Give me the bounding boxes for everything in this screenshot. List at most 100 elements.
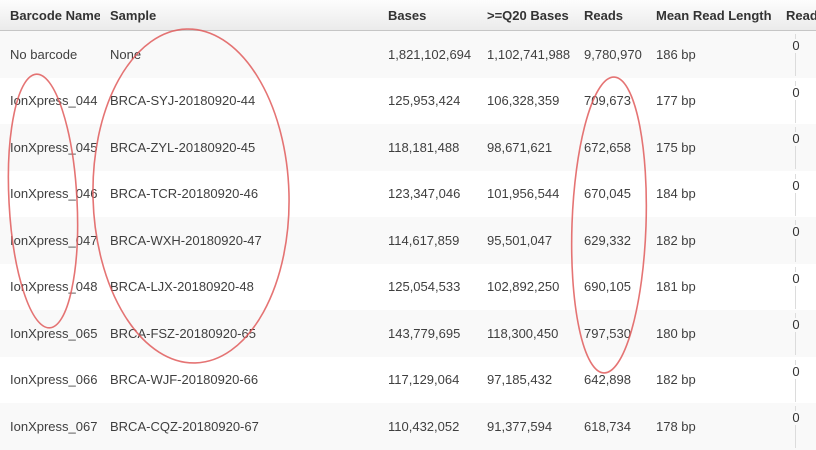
column-header-q20-bases[interactable]: >=Q20 Bases: [477, 0, 574, 31]
table-row: No barcode None 1,821,102,694 1,102,741,…: [0, 30, 816, 78]
column-header-mean-read-length[interactable]: Mean Read Length: [646, 0, 776, 31]
cell-reads: 709,673: [574, 77, 646, 124]
column-header-reads[interactable]: Reads: [574, 0, 646, 31]
cell-mean-read-length: 178 bp: [646, 403, 776, 450]
cell-q20-bases: 95,501,047: [477, 217, 574, 264]
cell-sample: BRCA-WXH-20180920-47: [100, 217, 378, 264]
histogram-zero-label: 0: [791, 363, 801, 379]
table-row: IonXpress_045 BRCA-ZYL-20180920-45 118,1…: [0, 124, 816, 171]
table-body: No barcode None 1,821,102,694 1,102,741,…: [0, 30, 816, 450]
histogram-zero-label: 0: [791, 410, 801, 426]
header-row: Barcode Name Sample Bases >=Q20 Bases Re…: [0, 0, 816, 31]
cell-sample: None: [100, 30, 378, 78]
cell-sample: BRCA-SYJ-20180920-44: [100, 77, 378, 124]
table-header: Barcode Name Sample Bases >=Q20 Bases Re…: [0, 0, 816, 31]
histogram-axis-line: [795, 127, 796, 170]
cell-barcode-name: IonXpress_045: [0, 124, 100, 171]
histogram-axis-line: [795, 80, 796, 123]
cell-mean-read-length: 177 bp: [646, 77, 776, 124]
column-header-sample[interactable]: Sample: [100, 0, 378, 31]
read-histogram-sparkline: 0: [786, 406, 808, 449]
cell-mean-read-length: 186 bp: [646, 30, 776, 78]
cell-read-histogram: 0: [776, 77, 816, 124]
column-header-bases[interactable]: Bases: [378, 0, 477, 31]
histogram-axis-line: [795, 220, 796, 263]
histogram-axis-line: [795, 173, 796, 216]
cell-barcode-name: No barcode: [0, 30, 100, 78]
cell-mean-read-length: 175 bp: [646, 124, 776, 171]
cell-read-histogram: 0: [776, 30, 816, 78]
column-header-barcode-name[interactable]: Barcode Name: [0, 0, 100, 31]
histogram-axis-line: [795, 406, 796, 449]
cell-mean-read-length: 180 bp: [646, 310, 776, 357]
cell-bases: 125,953,424: [378, 77, 477, 124]
column-header-read-histogram[interactable]: Read: [776, 0, 816, 31]
cell-q20-bases: 1,102,741,988: [477, 30, 574, 78]
table-row: IonXpress_046 BRCA-TCR-20180920-46 123,3…: [0, 170, 816, 217]
read-histogram-sparkline: 0: [786, 220, 808, 263]
cell-barcode-name: IonXpress_066: [0, 356, 100, 403]
cell-barcode-name: IonXpress_044: [0, 77, 100, 124]
cell-q20-bases: 106,328,359: [477, 77, 574, 124]
cell-bases: 117,129,064: [378, 356, 477, 403]
cell-q20-bases: 91,377,594: [477, 403, 574, 450]
cell-mean-read-length: 182 bp: [646, 217, 776, 264]
cell-barcode-name: IonXpress_067: [0, 403, 100, 450]
cell-sample: BRCA-CQZ-20180920-67: [100, 403, 378, 450]
cell-reads: 690,105: [574, 263, 646, 310]
cell-mean-read-length: 182 bp: [646, 356, 776, 403]
cell-bases: 118,181,488: [378, 124, 477, 171]
cell-barcode-name: IonXpress_046: [0, 170, 100, 217]
cell-mean-read-length: 181 bp: [646, 263, 776, 310]
histogram-zero-label: 0: [791, 131, 801, 147]
cell-bases: 123,347,046: [378, 170, 477, 217]
cell-q20-bases: 101,956,544: [477, 170, 574, 217]
cell-bases: 143,779,695: [378, 310, 477, 357]
cell-sample: BRCA-LJX-20180920-48: [100, 263, 378, 310]
cell-q20-bases: 118,300,450: [477, 310, 574, 357]
cell-reads: 642,898: [574, 356, 646, 403]
histogram-zero-label: 0: [791, 177, 801, 193]
cell-read-histogram: 0: [776, 263, 816, 310]
cell-sample: BRCA-ZYL-20180920-45: [100, 124, 378, 171]
cell-q20-bases: 98,671,621: [477, 124, 574, 171]
read-histogram-sparkline: 0: [786, 313, 808, 356]
cell-reads: 629,332: [574, 217, 646, 264]
cell-sample: BRCA-WJF-20180920-66: [100, 356, 378, 403]
read-histogram-sparkline: 0: [786, 359, 808, 402]
cell-reads: 672,658: [574, 124, 646, 171]
cell-reads: 797,530: [574, 310, 646, 357]
cell-bases: 125,054,533: [378, 263, 477, 310]
table-row: IonXpress_044 BRCA-SYJ-20180920-44 125,9…: [0, 77, 816, 124]
table-row: IonXpress_047 BRCA-WXH-20180920-47 114,6…: [0, 217, 816, 264]
cell-read-histogram: 0: [776, 356, 816, 403]
cell-reads: 9,780,970: [574, 30, 646, 78]
read-histogram-sparkline: 0: [786, 266, 808, 309]
cell-bases: 1,821,102,694: [378, 30, 477, 78]
cell-read-histogram: 0: [776, 310, 816, 357]
cell-reads: 618,734: [574, 403, 646, 450]
cell-bases: 114,617,859: [378, 217, 477, 264]
read-histogram-sparkline: 0: [786, 80, 808, 123]
cell-barcode-name: IonXpress_047: [0, 217, 100, 264]
cell-barcode-name: IonXpress_048: [0, 263, 100, 310]
histogram-axis-line: [795, 359, 796, 402]
cell-q20-bases: 102,892,250: [477, 263, 574, 310]
histogram-axis-line: [795, 313, 796, 356]
table-row: IonXpress_067 BRCA-CQZ-20180920-67 110,4…: [0, 403, 816, 450]
table-row: IonXpress_065 BRCA-FSZ-20180920-65 143,7…: [0, 310, 816, 357]
cell-read-histogram: 0: [776, 170, 816, 217]
histogram-zero-label: 0: [791, 270, 801, 286]
histogram-zero-label: 0: [791, 224, 801, 240]
cell-reads: 670,045: [574, 170, 646, 217]
table-row: IonXpress_048 BRCA-LJX-20180920-48 125,0…: [0, 263, 816, 310]
table-row: IonXpress_066 BRCA-WJF-20180920-66 117,1…: [0, 356, 816, 403]
cell-q20-bases: 97,185,432: [477, 356, 574, 403]
histogram-zero-label: 0: [791, 84, 801, 100]
cell-mean-read-length: 184 bp: [646, 170, 776, 217]
cell-barcode-name: IonXpress_065: [0, 310, 100, 357]
histogram-zero-label: 0: [791, 38, 801, 54]
cell-read-histogram: 0: [776, 124, 816, 171]
